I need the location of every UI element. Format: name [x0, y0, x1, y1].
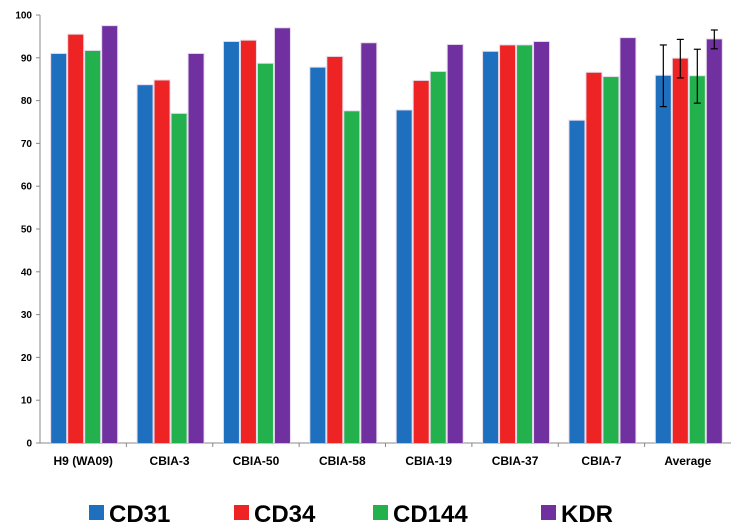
- bar-cd34-3: [327, 56, 343, 443]
- bar-cd144-0: [85, 50, 101, 444]
- bar-cd31-2: [223, 41, 239, 444]
- bar-cd34-0: [68, 34, 84, 444]
- bar-cd34-4: [413, 80, 429, 444]
- bar-cd34-2: [240, 40, 256, 444]
- bar-kdr-1: [188, 53, 204, 443]
- bar-cd144-2: [257, 63, 273, 444]
- x-tick-labels: H9 (WA09) CBIA-3 CBIA-50 CBIA-58 CBIA-19 CBIA…: [54, 443, 712, 468]
- x-tick-label: CBIA-3: [150, 454, 190, 468]
- legend-swatch-cd34: [234, 505, 249, 520]
- y-tick-label: 0: [26, 439, 32, 450]
- y-tick-label: 90: [21, 53, 33, 64]
- legend-label-cd31: CD31: [109, 501, 170, 525]
- bar-kdr-5: [534, 41, 550, 444]
- y-tick-label: 40: [21, 267, 33, 278]
- bar-kdr-2: [274, 28, 290, 443]
- x-tick-label: H9 (WA09): [54, 454, 113, 468]
- x-tick-label: Average: [664, 454, 711, 468]
- y-tick-label: 50: [21, 225, 33, 236]
- bars: [50, 25, 723, 444]
- bar-kdr-4: [447, 44, 463, 444]
- legend-label-kdr: KDR: [561, 501, 613, 525]
- x-tick-label: CBIA-50: [233, 454, 280, 468]
- y-tick-label: 30: [21, 310, 33, 321]
- x-tick-label: CBIA-19: [405, 454, 452, 468]
- bar-cd144-5: [517, 45, 533, 443]
- bar-kdr-6: [620, 38, 636, 443]
- legend-swatch-cd144: [373, 505, 388, 520]
- bar-kdr-7: [706, 39, 722, 444]
- legend: CD31 CD34 CD144 KDR: [89, 501, 613, 525]
- legend-swatch-cd31: [89, 505, 104, 520]
- bar-cd34-6: [586, 72, 602, 443]
- bar-cd144-7: [689, 76, 705, 443]
- bar-cd31-5: [483, 51, 499, 444]
- bar-cd34-1: [154, 80, 170, 443]
- y-tick-label: 60: [21, 182, 33, 193]
- bar-cd31-6: [569, 120, 585, 443]
- bar-cd31-3: [310, 67, 326, 444]
- bar-kdr-0: [102, 26, 118, 444]
- bar-cd144-4: [430, 71, 446, 443]
- bar-cd144-1: [171, 113, 187, 444]
- y-tick-label: 70: [21, 139, 33, 150]
- y-tick-label: 100: [15, 11, 32, 22]
- bar-cd34-7: [672, 58, 688, 443]
- bar-cd31-4: [396, 110, 412, 443]
- y-tick-label: 10: [21, 396, 33, 407]
- bar-cd31-7: [655, 75, 671, 443]
- legend-swatch-kdr: [541, 505, 556, 520]
- legend-label-cd144: CD144: [393, 501, 468, 525]
- y-tick-label: 80: [21, 96, 33, 107]
- bar-cd31-0: [51, 53, 67, 443]
- x-tick-label: CBIA-58: [319, 454, 366, 468]
- x-tick-label: CBIA-7: [581, 454, 621, 468]
- bar-kdr-3: [361, 43, 377, 444]
- bar-cd31-1: [137, 85, 153, 443]
- bar-cd34-5: [500, 45, 516, 443]
- x-tick-label: CBIA-37: [492, 454, 539, 468]
- y-ticks: 0 10 20 30 40 50 60 70 80 90 100: [15, 11, 40, 450]
- bar-cd144-6: [603, 77, 619, 443]
- legend-label-cd34: CD34: [254, 501, 316, 525]
- y-tick-label: 20: [21, 353, 33, 364]
- error-bars: [659, 29, 718, 108]
- bar-cd144-3: [344, 111, 360, 444]
